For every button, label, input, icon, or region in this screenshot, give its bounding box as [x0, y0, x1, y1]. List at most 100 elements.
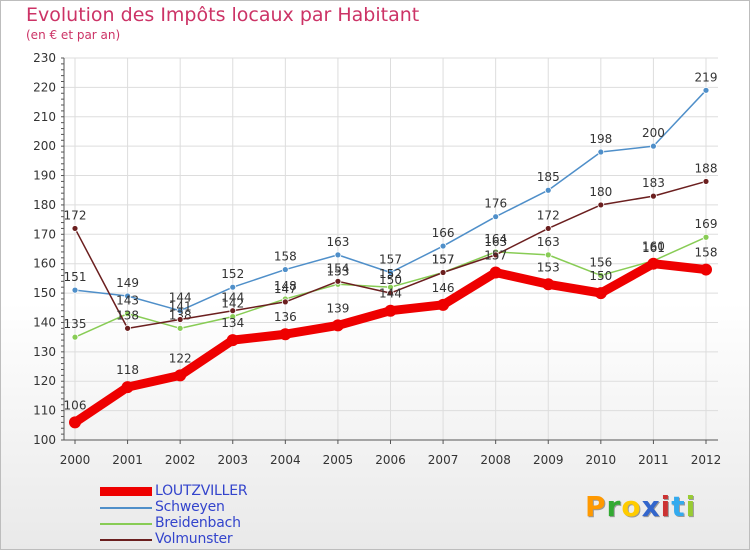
- data-label: 150: [589, 269, 612, 283]
- data-label: 122: [169, 351, 192, 365]
- logo-letter: i: [660, 490, 672, 523]
- data-label: 154: [326, 261, 349, 275]
- y-tick-label: 180: [33, 198, 56, 212]
- legend-swatch-volmunster: [100, 539, 152, 541]
- data-point: [439, 242, 447, 250]
- x-tick-label: 2000: [60, 453, 91, 467]
- legend: LOUTZVILLER Schweyen Breidenbach Volmuns…: [100, 483, 320, 548]
- data-label: 169: [695, 217, 718, 231]
- data-label: 150: [379, 273, 402, 287]
- data-label: 172: [537, 208, 560, 222]
- data-label: 147: [274, 282, 297, 296]
- x-tick-label: 2008: [480, 453, 511, 467]
- x-tick-label: 2002: [165, 453, 196, 467]
- x-tick-label: 2010: [586, 453, 617, 467]
- data-point: [387, 269, 394, 276]
- data-label: 142: [221, 297, 244, 311]
- data-point: [281, 266, 289, 273]
- y-tick-label: 170: [33, 227, 56, 241]
- data-label: 158: [274, 250, 297, 264]
- logo-letter: x: [641, 490, 661, 523]
- data-label: 118: [116, 363, 139, 377]
- y-tick-label: 230: [33, 51, 56, 65]
- data-label: 153: [537, 260, 560, 274]
- data-point: [121, 381, 134, 394]
- logo-letter: P: [585, 490, 607, 523]
- data-point: [437, 298, 450, 311]
- data-label: 163: [326, 235, 349, 249]
- logo-letter: r: [606, 490, 622, 523]
- data-point: [334, 251, 342, 259]
- x-tick-label: 2004: [270, 453, 301, 467]
- y-tick-label: 220: [33, 80, 56, 94]
- y-tick-label: 190: [33, 169, 56, 183]
- data-label: 148: [274, 279, 297, 293]
- data-point: [71, 286, 79, 294]
- data-label: 157: [432, 253, 455, 267]
- x-tick-label: 2005: [323, 453, 354, 467]
- legend-swatch-loutzviller: [100, 487, 152, 496]
- data-label: 198: [589, 132, 612, 146]
- data-label: 164: [484, 232, 507, 246]
- data-point: [229, 307, 237, 315]
- data-label: 172: [64, 208, 87, 222]
- data-point: [439, 269, 447, 276]
- data-label: 144: [379, 287, 402, 301]
- data-point: [647, 257, 660, 270]
- data-label: 152: [379, 267, 402, 281]
- legend-item-schweyen: Schweyen: [100, 499, 320, 516]
- data-point: [384, 304, 397, 317]
- legend-swatch-breidenbach: [100, 523, 152, 525]
- data-point: [124, 324, 131, 332]
- legend-label: Schweyen: [155, 499, 225, 515]
- proxiti-logo: Proxiti: [585, 490, 696, 523]
- data-point: [544, 251, 552, 259]
- data-point: [544, 225, 552, 232]
- data-label: 180: [589, 185, 612, 199]
- data-point: [176, 324, 184, 332]
- y-tick-label: 120: [33, 374, 56, 388]
- data-point: [544, 186, 552, 194]
- logo-letter: o: [621, 490, 642, 523]
- data-label: 163: [484, 235, 507, 249]
- data-point: [69, 416, 81, 429]
- data-point: [124, 310, 131, 318]
- legend-item-loutzviller: LOUTZVILLER: [100, 483, 320, 500]
- data-point: [702, 178, 710, 185]
- data-point: [542, 278, 555, 291]
- data-label: 141: [169, 300, 192, 314]
- data-point: [71, 225, 79, 232]
- data-label: 144: [169, 291, 192, 305]
- data-point: [229, 283, 237, 291]
- data-label: 163: [537, 235, 560, 249]
- data-point: [597, 201, 605, 209]
- data-label: 158: [695, 246, 718, 260]
- legend-label: Volmunster: [155, 531, 233, 547]
- y-tick-label: 110: [33, 404, 56, 418]
- data-label: 176: [484, 197, 507, 211]
- y-tick-label: 150: [33, 286, 56, 300]
- y-tick-label: 140: [33, 315, 56, 329]
- data-point: [279, 328, 292, 341]
- data-label: 200: [642, 126, 665, 140]
- y-tick-label: 160: [33, 257, 56, 271]
- data-point: [226, 334, 239, 347]
- data-point: [176, 316, 184, 323]
- data-label: 188: [695, 161, 718, 175]
- data-label: 183: [642, 176, 665, 190]
- data-point: [124, 292, 131, 300]
- data-point: [331, 319, 344, 332]
- legend-label: LOUTZVILLER: [155, 483, 248, 499]
- data-point: [702, 233, 710, 241]
- data-label: 152: [221, 267, 244, 281]
- data-point: [700, 263, 712, 276]
- y-tick-label: 210: [33, 110, 56, 124]
- data-label: 139: [326, 301, 349, 315]
- chart-subtitle: (en € et par an): [26, 28, 121, 42]
- data-label: 157: [484, 249, 507, 263]
- data-label: 166: [432, 226, 455, 240]
- data-label: 138: [116, 308, 139, 322]
